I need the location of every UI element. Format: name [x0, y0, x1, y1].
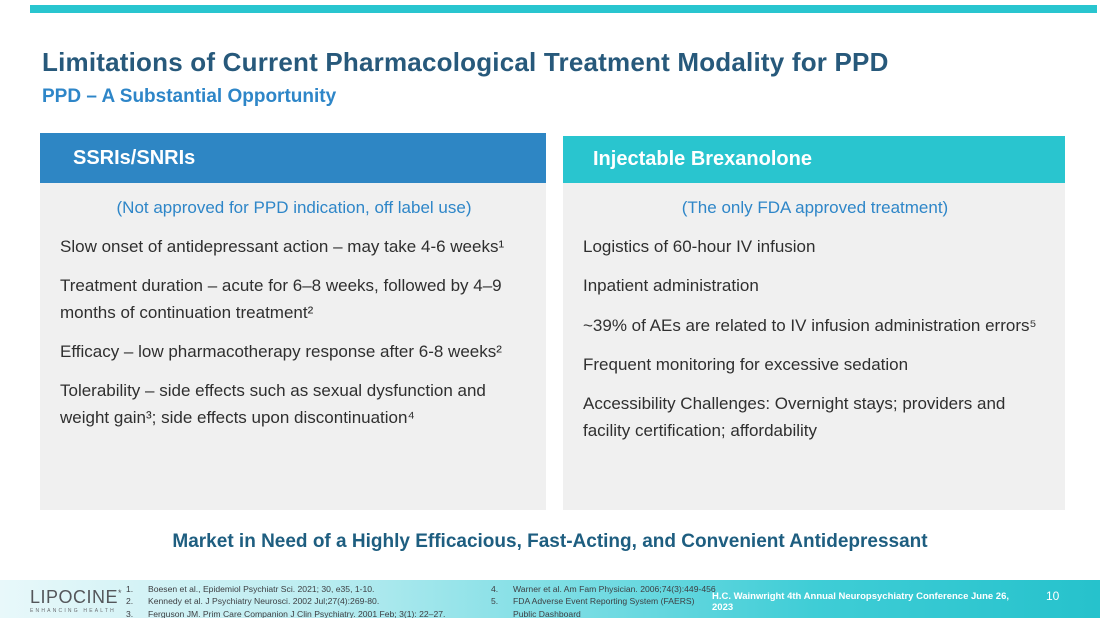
logo-text: LIPOCINE* — [30, 584, 140, 606]
reference-item: Boesen et al., Epidemiol Psychiatr Sci. … — [126, 583, 375, 596]
reference-item: FDA Adverse Event Reporting System (FAER… — [491, 595, 695, 618]
brexanolone-column-body: (The only FDA approved treatment) Logist… — [563, 183, 1065, 510]
list-item: Treatment duration – acute for 6–8 weeks… — [60, 276, 502, 322]
page-title: Limitations of Current Pharmacological T… — [42, 47, 889, 77]
brexanolone-column: Injectable Brexanolone (The only FDA app… — [563, 136, 1065, 510]
logo-trademark: * — [118, 588, 123, 598]
list-item: Logistics of 60-hour IV infusion — [583, 237, 816, 256]
ssri-item-list: Slow onset of antidepressant action – ma… — [60, 234, 528, 431]
conference-label: H.C. Wainwright 4th Annual Neuropsychiat… — [712, 591, 1010, 613]
logo-tagline: ENHANCING HEALTH — [30, 608, 116, 614]
page-number: 10 — [1046, 589, 1060, 603]
list-item: Slow onset of antidepressant action – ma… — [60, 237, 505, 256]
logo-wordmark: LIPOCINE — [30, 587, 119, 607]
list-item: ~39% of AEs are related to IV infusion a… — [583, 315, 1037, 335]
brexanolone-item-list: Logistics of 60-hour IV infusion Inpatien… — [583, 234, 1047, 444]
ssri-column: SSRIs/SNRIs (Not approved for PPD indica… — [40, 133, 546, 510]
market-message: Market in Need of a Highly Efficacious, … — [172, 531, 928, 552]
references-left: Boesen et al., Epidemiol Psychiatr Sci. … — [126, 583, 445, 618]
footer-bar: LIPOCINE* ENHANCING HEALTH Boesen et al.… — [0, 580, 1100, 618]
top-accent-bar — [30, 5, 1097, 13]
brexanolone-column-header: Injectable Brexanolone — [563, 136, 1065, 183]
list-item: Frequent monitoring for excessive sedati… — [583, 355, 909, 375]
page-subtitle: PPD – A Substantial Opportunity — [42, 86, 337, 107]
list-item: Efficacy – low pharmacotherapy response … — [60, 342, 502, 362]
reference-item: Ferguson JM. Prim Care Companion J Clin … — [126, 608, 446, 618]
list-item: Accessibility Challenges: Overnight stay… — [583, 394, 1006, 440]
list-item: Inpatient administration — [583, 276, 759, 296]
ssri-column-header: SSRIs/SNRIs — [40, 133, 546, 183]
ssri-lead-note: (Not approved for PPD indication, off la… — [116, 198, 472, 217]
list-item: Tolerability – side effects such as sexu… — [60, 381, 486, 427]
brexanolone-lead-note: (The only FDA approved treatment) — [681, 198, 949, 217]
references-right: Warner et al. Am Fam Physician. 2006;74(… — [491, 583, 716, 618]
reference-item: Kennedy et al. J Psychiatry Neurosci. 20… — [126, 595, 380, 608]
reference-item: Warner et al. Am Fam Physician. 2006;74(… — [491, 583, 716, 596]
lipocine-logo: LIPOCINE* ENHANCING HEALTH — [30, 584, 140, 614]
ssri-column-body: (Not approved for PPD indication, off la… — [40, 183, 546, 510]
